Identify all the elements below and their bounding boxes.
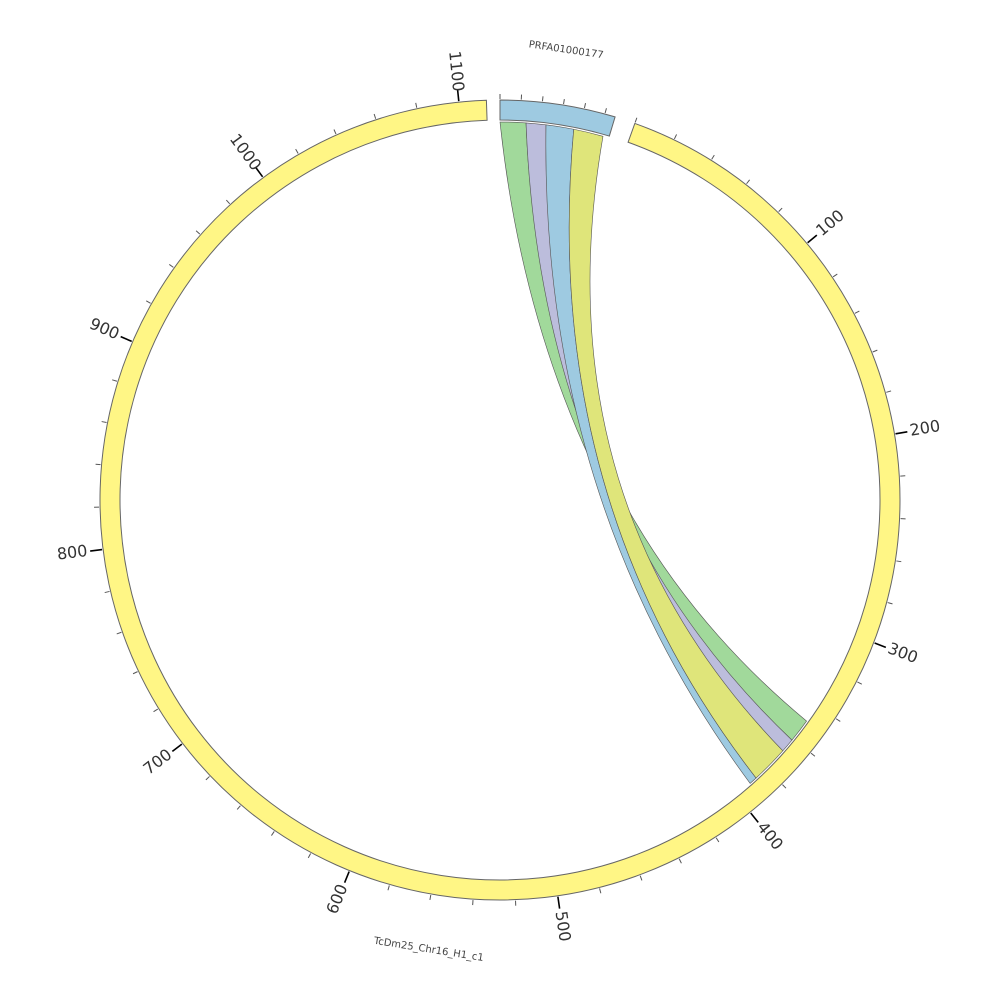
- major-tick: [807, 234, 818, 244]
- major-tick: [343, 871, 350, 883]
- minor-tick: [872, 349, 878, 353]
- minor-tick: [373, 113, 377, 119]
- minor-tick: [195, 230, 201, 235]
- tick-label: 100: [812, 206, 848, 240]
- minor-tick: [604, 108, 607, 114]
- minor-tick: [857, 681, 863, 685]
- minor-tick: [169, 264, 174, 268]
- minor-tick: [153, 708, 159, 713]
- tick-label: 300: [885, 638, 920, 667]
- links-layer: [499, 121, 808, 784]
- tick-label: 200: [908, 416, 941, 440]
- minor-tick: [835, 718, 841, 722]
- minor-tick: [782, 784, 787, 789]
- minor-tick: [101, 421, 107, 424]
- minor-tick: [673, 134, 678, 140]
- minor-tick: [145, 300, 151, 304]
- minor-tick: [810, 752, 816, 757]
- minor-tick: [205, 776, 210, 781]
- minor-tick: [711, 154, 715, 160]
- minor-tick: [563, 99, 565, 105]
- major-tick: [90, 548, 103, 552]
- minor-tick: [429, 894, 432, 900]
- minor-tick: [678, 858, 682, 864]
- tick-label: 900: [87, 314, 123, 344]
- major-tick: [456, 89, 460, 102]
- major-tick: [895, 431, 908, 435]
- minor-tick: [112, 379, 118, 382]
- chromosome-name-label: PRFA01000177: [528, 39, 604, 61]
- minor-tick: [854, 310, 860, 314]
- major-tick: [171, 743, 183, 753]
- minor-tick: [887, 602, 893, 605]
- tick-label: 400: [753, 818, 787, 854]
- chromosome-ideogram: [99, 99, 901, 901]
- minor-tick: [599, 888, 602, 894]
- major-tick: [120, 335, 133, 343]
- minor-tick: [104, 590, 110, 594]
- chromosome-ideogram: [499, 99, 616, 137]
- minor-tick: [634, 117, 638, 123]
- minor-tick: [116, 631, 122, 635]
- minor-tick: [271, 831, 275, 836]
- minor-tick: [307, 853, 312, 859]
- tick-label: 600: [322, 881, 351, 916]
- major-tick: [557, 896, 561, 909]
- tick-label: 1000: [226, 130, 265, 174]
- minor-tick: [225, 199, 231, 205]
- minor-tick: [132, 671, 138, 675]
- tick-label: 1100: [445, 50, 468, 92]
- major-tick: [750, 812, 759, 823]
- minor-tick: [778, 207, 783, 212]
- ideogram-layer: [99, 99, 901, 901]
- minor-tick: [541, 96, 544, 102]
- tick-label: 500: [552, 910, 575, 943]
- ticks-layer: 100 200 300 400 500 600 700 800 900 1000 1100: [56, 50, 942, 943]
- minor-tick: [715, 837, 720, 843]
- tick-label: 800: [56, 541, 89, 564]
- minor-tick: [746, 179, 751, 185]
- minor-tick: [832, 273, 838, 278]
- minor-tick: [387, 885, 390, 891]
- minor-tick: [583, 103, 587, 109]
- major-tick: [874, 642, 887, 649]
- tick-label: 700: [140, 745, 176, 779]
- minor-tick: [415, 102, 418, 108]
- major-tick: [254, 166, 264, 178]
- minor-tick: [639, 875, 643, 881]
- minor-tick: [236, 805, 241, 810]
- chromosome-name-label: TcDm25_Chr16_H1_c1: [372, 936, 484, 964]
- link-ribbon: [568, 128, 784, 779]
- minor-tick: [886, 390, 892, 393]
- minor-tick: [896, 560, 902, 563]
- minor-tick: [333, 129, 337, 135]
- minor-tick: [295, 148, 299, 154]
